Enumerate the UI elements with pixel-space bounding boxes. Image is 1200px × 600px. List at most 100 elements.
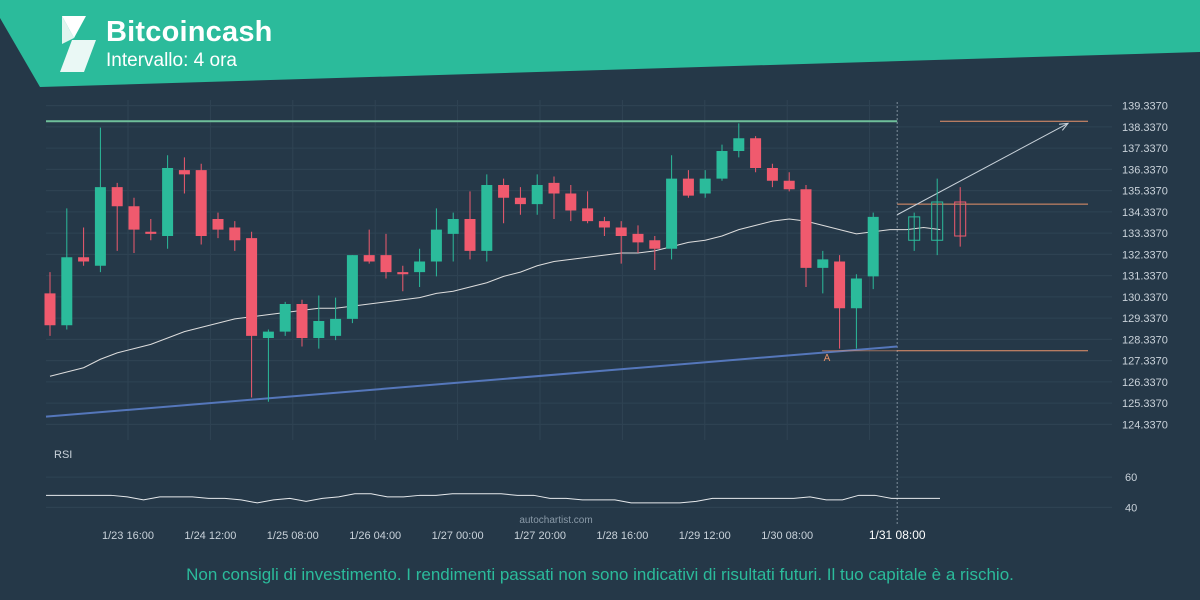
header-banner <box>0 0 1200 87</box>
candle-down <box>380 255 392 273</box>
pattern-candle-down <box>954 201 967 237</box>
candle-up <box>531 185 543 205</box>
candle-down <box>548 182 560 194</box>
candle-down <box>565 193 577 211</box>
candle-down <box>246 238 258 336</box>
candle-down <box>783 180 795 190</box>
pattern-annotation: A <box>824 353 831 364</box>
time-tick-label: 1/29 12:00 <box>679 530 731 542</box>
price-tick-label: 132.3370 <box>1122 249 1168 261</box>
price-tick-label: 129.3370 <box>1122 313 1168 325</box>
candle-up <box>716 151 728 179</box>
candle-down <box>195 170 207 236</box>
candle-down <box>800 189 812 268</box>
candle-up <box>481 185 493 251</box>
price-tick-label: 136.3370 <box>1122 164 1168 176</box>
disclaimer: Non consigli di investimento. I rendimen… <box>186 565 1014 584</box>
price-tick-label: 133.3370 <box>1122 228 1168 240</box>
candle-down <box>514 197 526 205</box>
price-tick-label: 127.3370 <box>1122 356 1168 368</box>
grid-layer <box>46 100 1112 508</box>
time-tick-label: 1/25 08:00 <box>267 530 319 542</box>
pattern-candle-up <box>931 201 944 241</box>
candle-down <box>178 170 190 175</box>
candle-down <box>44 293 56 326</box>
price-tick-label: 135.3370 <box>1122 186 1168 198</box>
candle-up <box>867 216 879 277</box>
candle-down <box>78 257 90 262</box>
candle-down <box>498 185 510 198</box>
time-tick-label: 1/28 16:00 <box>596 530 648 542</box>
price-tick-label: 134.3370 <box>1122 207 1168 219</box>
candle-down <box>363 255 375 262</box>
forecast-arrow-head <box>1058 122 1070 131</box>
rsi-tick-label: 40 <box>1125 502 1137 514</box>
candle-down <box>632 233 644 243</box>
candle-up <box>313 321 325 338</box>
price-tick-label: 124.3370 <box>1122 419 1168 431</box>
candle-down <box>212 219 224 230</box>
autochartist-logo-icon <box>60 16 96 72</box>
candle-up <box>279 304 291 332</box>
current-time-label: 1/31 08:00 <box>869 528 926 542</box>
rsi-tick-label: 60 <box>1125 472 1137 484</box>
moving-average-line <box>49 218 874 377</box>
chart-interval: Intervallo: 4 ora <box>106 50 237 71</box>
candle-up <box>162 168 174 236</box>
candle-down <box>128 206 140 230</box>
candle-up <box>94 187 106 266</box>
candle-up <box>447 219 459 234</box>
price-tick-label: 137.3370 <box>1122 143 1168 155</box>
price-tick-label: 138.3370 <box>1122 122 1168 134</box>
rsi-line <box>46 493 940 504</box>
candles-layer <box>44 123 967 402</box>
price-tick-label: 130.3370 <box>1122 292 1168 304</box>
forecast-arrow-line <box>896 122 1069 216</box>
candle-down <box>615 227 627 236</box>
candle-down <box>145 231 157 234</box>
watermark: autochartist.com <box>519 515 593 526</box>
candle-up <box>262 331 274 338</box>
candle-down <box>111 187 123 207</box>
labels-layer: 139.3370 138.3370 137.3370 136.3370 135.3370… <box>102 101 1168 542</box>
time-tick-label: 1/23 16:00 <box>102 530 154 542</box>
candle-down <box>834 261 846 309</box>
candle-down <box>598 221 610 228</box>
candle-down <box>582 208 594 222</box>
price-tick-label: 128.3370 <box>1122 334 1168 346</box>
support-line <box>45 345 898 418</box>
candle-up <box>61 257 73 326</box>
candle-up <box>414 261 426 273</box>
candle-up <box>699 178 711 194</box>
candle-up <box>666 178 678 249</box>
candle-up <box>430 229 442 262</box>
price-tick-label: 139.3370 <box>1122 101 1168 113</box>
candle-up <box>733 138 745 151</box>
candle-down <box>750 138 762 168</box>
candle-down <box>296 304 308 338</box>
lines-layer <box>45 102 1088 525</box>
candle-up <box>330 318 342 336</box>
candle-down <box>397 272 409 275</box>
candle-up <box>346 255 358 319</box>
time-tick-label: 1/24 12:00 <box>184 530 236 542</box>
candle-down <box>649 240 661 249</box>
candle-down <box>682 178 694 196</box>
chart-title: Bitcoincash <box>106 16 273 48</box>
time-tick-label: 1/30 08:00 <box>761 530 813 542</box>
price-tick-label: 126.3370 <box>1122 377 1168 389</box>
moving-average-projection <box>873 226 941 233</box>
price-tick-label: 125.3370 <box>1122 398 1168 410</box>
candle-down <box>229 227 241 241</box>
time-tick-label: 1/27 20:00 <box>514 530 566 542</box>
time-tick-label: 1/27 00:00 <box>432 530 484 542</box>
candle-down <box>766 168 778 181</box>
rsi-label: RSI <box>54 449 73 461</box>
price-tick-label: 131.3370 <box>1122 271 1168 283</box>
time-tick-label: 1/26 04:00 <box>349 530 401 542</box>
candle-up <box>850 278 862 309</box>
candle-up <box>817 259 829 268</box>
pattern-candle-up <box>908 216 921 241</box>
candle-down <box>464 219 476 251</box>
